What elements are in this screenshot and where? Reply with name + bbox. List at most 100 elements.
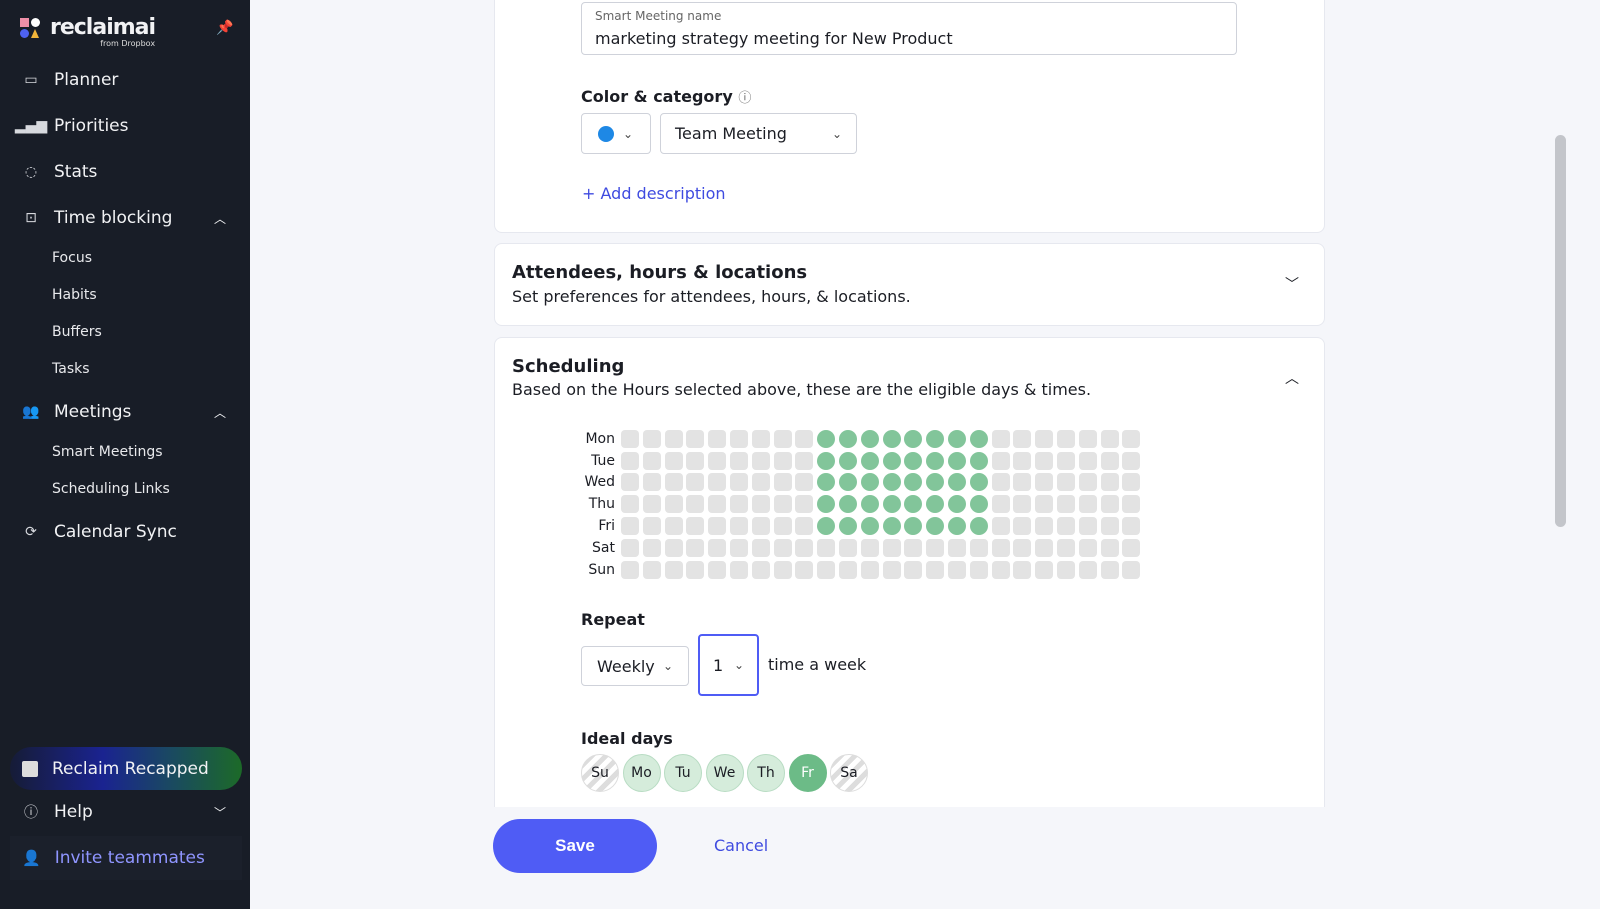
- ineligible-slot: [686, 429, 705, 448]
- times-select[interactable]: 1 ⌄: [698, 634, 759, 696]
- ideal-day-we[interactable]: We: [705, 754, 744, 792]
- ineligible-slot: [708, 429, 727, 448]
- grid-day-label: Sat: [592, 539, 615, 556]
- ineligible-slot: [1056, 495, 1075, 514]
- ineligible-slot: [751, 538, 770, 557]
- ideal-day-sa[interactable]: Sa: [830, 754, 868, 792]
- eligible-slot: [969, 429, 988, 448]
- ideal-day-th[interactable]: Th: [747, 754, 785, 792]
- ineligible-slot: [1013, 473, 1032, 492]
- ineligible-slot: [969, 538, 988, 557]
- chevron-up-icon[interactable]: ︿: [1285, 371, 1299, 387]
- ineligible-slot: [686, 538, 705, 557]
- ineligible-slot: [729, 538, 748, 557]
- color-swatch: [598, 125, 614, 142]
- ideal-day-mo[interactable]: Mo: [622, 754, 661, 792]
- stats-ring-icon: ◌: [24, 164, 38, 180]
- sidebar-item-smart-meetings[interactable]: Smart Meetings: [52, 444, 163, 460]
- ineligible-slot: [838, 560, 857, 579]
- chevron-up-icon[interactable]: ︿: [214, 405, 227, 420]
- eligible-slot: [904, 495, 923, 514]
- grid-day-label: Sun: [588, 561, 615, 578]
- sidebar-item-planner[interactable]: ▭ Planner: [0, 68, 250, 92]
- repeat-value: Weekly: [597, 656, 655, 676]
- chevron-down-icon: ⌄: [831, 126, 842, 141]
- invite-label: Invite teammates: [54, 848, 205, 868]
- scrollbar[interactable]: [1555, 135, 1566, 527]
- ineligible-slot: [1035, 495, 1054, 514]
- logo[interactable]: reclaimai from Dropbox: [20, 15, 156, 48]
- sidebar-item-priorities[interactable]: ▂▄▆ Priorities: [0, 114, 250, 138]
- pin-icon[interactable]: 📌: [216, 20, 234, 36]
- meeting-name-input[interactable]: Smart Meeting name marketing strategy me…: [581, 2, 1237, 55]
- eligible-slot: [838, 517, 857, 536]
- eligible-slot: [882, 473, 901, 492]
- ineligible-slot: [642, 451, 661, 470]
- save-button[interactable]: Save: [493, 819, 657, 873]
- ineligible-slot: [795, 495, 814, 514]
- chevron-down-icon: ⌄: [623, 126, 634, 141]
- ideal-day-tu[interactable]: Tu: [664, 754, 702, 792]
- ineligible-slot: [708, 538, 727, 557]
- info-icon[interactable]: ⓘ: [738, 91, 752, 106]
- ineligible-slot: [1122, 538, 1141, 557]
- eligible-slot: [969, 473, 988, 492]
- grid-row-fri: Fri: [575, 515, 1144, 537]
- sidebar-item-time-blocking[interactable]: ⊡ Time blocking ︿: [0, 206, 250, 230]
- eligible-slot: [969, 451, 988, 470]
- ineligible-slot: [642, 473, 661, 492]
- ineligible-slot: [991, 560, 1010, 579]
- sidebar-item-calendar-sync[interactable]: ⟳ Calendar Sync: [0, 520, 250, 544]
- ineligible-slot: [1100, 495, 1119, 514]
- grid-row-mon: Mon: [575, 428, 1144, 450]
- cancel-button[interactable]: Cancel: [714, 836, 769, 855]
- ineligible-slot: [904, 560, 923, 579]
- sidebar-item-stats[interactable]: ◌ Stats: [0, 160, 250, 184]
- ineligible-slot: [664, 451, 683, 470]
- sidebar-item-help[interactable]: ⓘ Help ﹀: [0, 800, 250, 824]
- logo-text: reclaimai: [50, 15, 156, 40]
- eligible-slot: [817, 495, 836, 514]
- ineligible-slot: [729, 473, 748, 492]
- eligible-slot: [904, 451, 923, 470]
- ineligible-slot: [751, 429, 770, 448]
- ideal-day-fr[interactable]: Fr: [788, 754, 827, 792]
- grid-row-sun: Sun: [575, 559, 1144, 581]
- ineligible-slot: [708, 451, 727, 470]
- ineligible-slot: [729, 517, 748, 536]
- ineligible-slot: [1035, 451, 1054, 470]
- sidebar-item-label: Meetings: [54, 402, 132, 422]
- ineligible-slot: [729, 495, 748, 514]
- ineligible-slot: [1100, 538, 1119, 557]
- ineligible-slot: [1122, 495, 1141, 514]
- sidebar-item-buffers[interactable]: Buffers: [52, 324, 102, 340]
- ineligible-slot: [1056, 560, 1075, 579]
- ideal-day-su[interactable]: Su: [581, 754, 619, 792]
- ineligible-slot: [621, 495, 639, 514]
- ideal-days: Su Mo Tu We Th Fr Sa: [581, 754, 872, 792]
- grid-row-wed: Wed: [575, 472, 1144, 494]
- ineligible-slot: [1100, 517, 1119, 536]
- sidebar-item-habits[interactable]: Habits: [52, 287, 97, 303]
- add-description-link[interactable]: + Add description: [582, 184, 726, 203]
- category-select[interactable]: Team Meeting ⌄: [660, 113, 857, 154]
- chevron-down-icon[interactable]: ﹀: [1285, 277, 1299, 293]
- eligible-slot: [904, 517, 923, 536]
- chevron-up-icon[interactable]: ︿: [214, 211, 227, 226]
- sidebar-item-scheduling-links[interactable]: Scheduling Links: [52, 481, 170, 497]
- color-select[interactable]: ⌄: [581, 113, 651, 154]
- reclaim-recapped-button[interactable]: Reclaim Recapped: [10, 747, 242, 790]
- sidebar-item-tasks[interactable]: Tasks: [52, 361, 90, 377]
- recap-label: Reclaim Recapped: [52, 758, 209, 779]
- ineligible-slot: [1078, 495, 1097, 514]
- sidebar-item-meetings[interactable]: 👥 Meetings ︿: [0, 400, 250, 424]
- chevron-down-icon[interactable]: ﹀: [214, 805, 227, 820]
- repeat-select[interactable]: Weekly ⌄: [581, 646, 689, 686]
- ineligible-slot: [751, 451, 770, 470]
- eligible-slot: [926, 451, 945, 470]
- eligible-slot: [817, 429, 836, 448]
- sidebar-item-focus[interactable]: Focus: [52, 250, 92, 266]
- eligible-slot: [947, 473, 966, 492]
- invite-teammates-button[interactable]: 👤 Invite teammates: [10, 836, 242, 880]
- attendees-section[interactable]: [494, 243, 1325, 326]
